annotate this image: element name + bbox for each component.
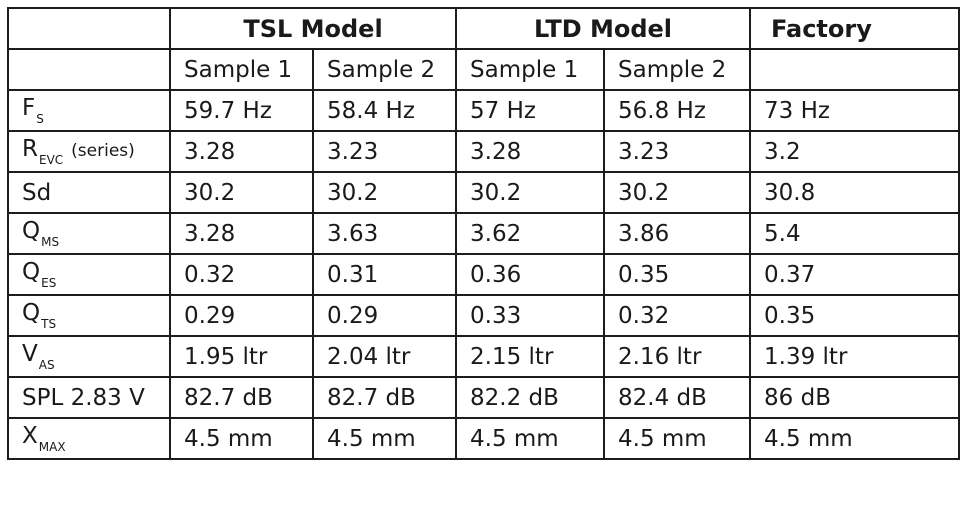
value-cell: 3.62 [455,212,606,255]
sample-header: Sample 2 [603,48,752,91]
table-row: REVC (series) 3.28 3.23 3.28 3.23 3.2 [7,130,961,173]
value-cell: 2.16 ltr [603,335,752,378]
table-row: QTS 0.29 0.29 0.33 0.32 0.35 [7,294,961,337]
table-body: FS 59.7 Hz 58.4 Hz 57 Hz 56.8 Hz 73 Hz REVC (se… [7,89,961,460]
sample-header-row: Sample 1 Sample 2 Sample 1 Sample 2 [7,48,961,91]
value-cell: 4.5 mm [749,417,961,460]
group-header-tsl: TSL Model [168,7,458,50]
parameter-subscript: EVC [38,153,64,167]
value-cell: 1.95 ltr [169,335,314,378]
parameter-note: (series) [71,141,135,161]
value-cell: 82.7 dB [169,376,314,419]
value-cell: 86 dB [749,376,961,419]
table-row: Sd 30.2 30.2 30.2 30.2 30.8 [7,171,961,214]
value-cell: 30.2 [311,171,458,214]
value-cell: 30.2 [169,171,314,214]
parameter-symbol: SPL 2.83 V [22,384,145,411]
corner-cell [7,7,171,50]
parameter-subscript: S [36,112,44,126]
corner-cell [7,48,171,91]
value-cell: 82.7 dB [311,376,458,419]
group-header-ltd: LTD Model [455,7,752,50]
value-cell: 3.28 [169,130,314,173]
parameter-subscript: AS [38,358,55,372]
sample-header: Sample 2 [311,48,458,91]
sample-header: Sample 1 [169,48,314,91]
parameter-label-cell: Sd [7,171,171,214]
value-cell: 56.8 Hz [603,89,752,132]
value-cell: 2.15 ltr [455,335,606,378]
value-cell: 0.33 [455,294,606,337]
table-row: QES 0.32 0.31 0.36 0.35 0.37 [7,253,961,296]
value-cell: 4.5 mm [169,417,314,460]
value-cell: 0.35 [603,253,752,296]
table-row: VAS 1.95 ltr 2.04 ltr 2.15 ltr 2.16 ltr 1.39 … [7,335,961,378]
group-header-row: TSL Model LTD Model Factory [7,7,961,50]
value-cell: 3.86 [603,212,752,255]
parameter-subscript: ES [41,276,57,290]
parameter-symbol: Q [22,259,41,285]
value-cell: 0.29 [169,294,314,337]
value-cell: 0.32 [603,294,752,337]
value-cell: 57 Hz [455,89,606,132]
sample-header: Sample 1 [455,48,606,91]
parameter-label-cell: XMAX [7,417,171,460]
parameter-symbol: X [22,423,38,449]
value-cell: 4.5 mm [311,417,458,460]
parameter-label-cell: QMS [7,212,171,255]
value-cell: 30.2 [603,171,752,214]
parameter-label-cell: SPL 2.83 V [7,376,171,419]
sample-header [749,48,961,91]
parameter-subscript: MS [41,235,60,249]
value-cell: 0.32 [169,253,314,296]
value-cell: 82.4 dB [603,376,752,419]
value-cell: 30.2 [455,171,606,214]
value-cell: 59.7 Hz [169,89,314,132]
value-cell: 3.63 [311,212,458,255]
parameter-symbol: Q [22,218,41,244]
value-cell: 0.31 [311,253,458,296]
parameter-symbol: Q [22,300,41,326]
value-cell: 1.39 ltr [749,335,961,378]
value-cell: 0.35 [749,294,961,337]
parameter-label-cell: FS [7,89,171,132]
value-cell: 3.23 [311,130,458,173]
value-cell: 0.36 [455,253,606,296]
value-cell: 3.2 [749,130,961,173]
value-cell: 2.04 ltr [311,335,458,378]
group-header-factory: Factory [749,7,961,50]
parameter-label-cell: QES [7,253,171,296]
value-cell: 82.2 dB [455,376,606,419]
value-cell: 3.23 [603,130,752,173]
value-cell: 58.4 Hz [311,89,458,132]
value-cell: 0.29 [311,294,458,337]
parameter-label-cell: VAS [7,335,171,378]
parameter-symbol: Sd [22,179,52,206]
value-cell: 3.28 [169,212,314,255]
parameter-symbol: V [22,341,38,367]
parameter-symbol: R [22,136,38,162]
parameter-subscript: MAX [38,440,66,454]
value-cell: 5.4 [749,212,961,255]
value-cell: 0.37 [749,253,961,296]
value-cell: 30.8 [749,171,961,214]
parameter-subscript: TS [41,317,57,331]
parameter-label-cell: QTS [7,294,171,337]
parameter-label-cell: REVC (series) [7,130,171,173]
value-cell: 4.5 mm [603,417,752,460]
table-row: SPL 2.83 V 82.7 dB 82.7 dB 82.2 dB 82.4 dB 86… [7,376,961,419]
parameter-symbol: F [22,95,36,121]
speaker-parameters-table: TSL Model LTD Model Factory Sample 1 Sam… [7,7,961,460]
value-cell: 73 Hz [749,89,961,132]
table-row: QMS 3.28 3.63 3.62 3.86 5.4 [7,212,961,255]
value-cell: 4.5 mm [455,417,606,460]
table-row: FS 59.7 Hz 58.4 Hz 57 Hz 56.8 Hz 73 Hz [7,89,961,132]
value-cell: 3.28 [455,130,606,173]
table-row: XMAX 4.5 mm 4.5 mm 4.5 mm 4.5 mm 4.5 mm [7,417,961,460]
